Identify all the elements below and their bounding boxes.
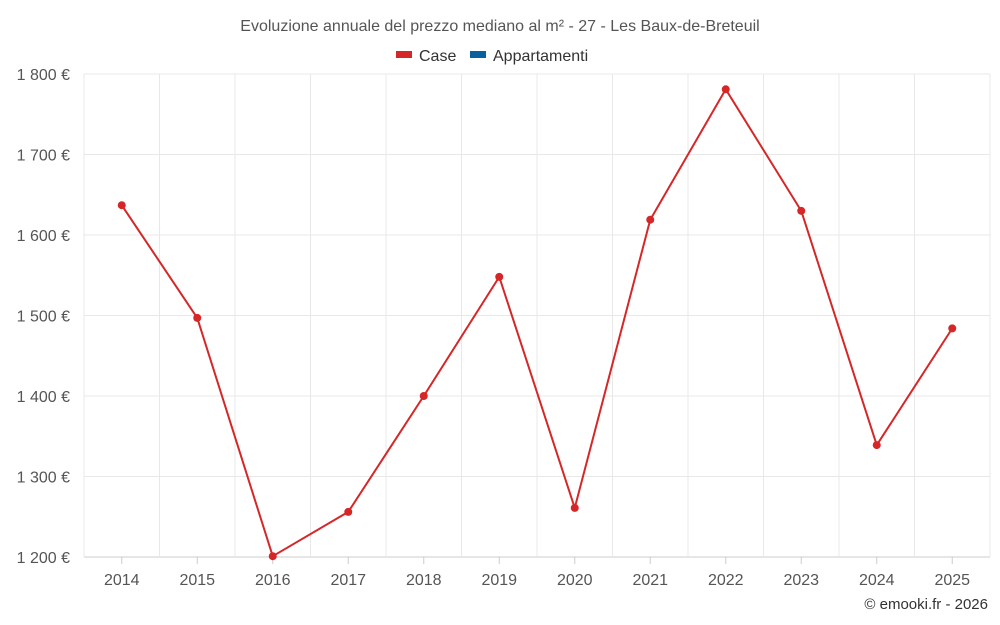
- credit-text: © emooki.fr - 2026: [864, 596, 988, 613]
- x-tick-label: 2015: [179, 572, 215, 589]
- data-point[interactable]: [872, 441, 881, 450]
- data-point[interactable]: [797, 206, 806, 215]
- data-point[interactable]: [495, 272, 504, 281]
- x-tick-label: 2021: [632, 572, 668, 589]
- data-point[interactable]: [646, 215, 655, 224]
- chart-title: Evoluzione annuale del prezzo mediano al…: [240, 18, 759, 35]
- y-tick-label: 1 700 €: [17, 148, 70, 165]
- legend-label-case: Case: [419, 48, 456, 65]
- data-point[interactable]: [570, 503, 579, 512]
- axes: 1 200 € 1 300 € 1 400 € 1 500 € 1 600 € 1 700…: [17, 67, 971, 589]
- data-point[interactable]: [419, 392, 428, 400]
- legend-swatch-case: [396, 51, 412, 58]
- series-line-case: [120, 88, 954, 558]
- x-tick-label: 2019: [481, 572, 517, 589]
- x-tick-label: 2024: [859, 572, 895, 589]
- legend-label-appartamenti: Appartamenti: [493, 48, 588, 65]
- legend: Case Appartamenti: [396, 48, 588, 65]
- y-tick-label: 1 300 €: [17, 470, 70, 487]
- x-tick-label: 2018: [406, 572, 442, 589]
- legend-item-case[interactable]: Case: [396, 48, 456, 65]
- data-point[interactable]: [268, 552, 277, 561]
- data-point[interactable]: [344, 507, 353, 516]
- x-tick-label: 2022: [708, 572, 744, 589]
- legend-swatch-appartamenti: [470, 51, 486, 58]
- data-point[interactable]: [721, 85, 730, 94]
- legend-item-appartamenti[interactable]: Appartamenti: [470, 48, 588, 65]
- y-tick-label: 1 200 €: [17, 550, 70, 567]
- x-tick-label: 2020: [557, 572, 593, 589]
- x-tick-label: 2016: [255, 572, 291, 589]
- data-point[interactable]: [948, 324, 957, 333]
- series: [117, 85, 957, 561]
- x-tick-label: 2025: [934, 572, 970, 589]
- grid: [83, 73, 991, 558]
- y-tick-label: 1 800 €: [17, 67, 70, 84]
- y-tick-label: 1 600 €: [17, 228, 70, 245]
- x-tick-label: 2014: [104, 572, 140, 589]
- data-point[interactable]: [193, 313, 202, 322]
- x-tick-label: 2017: [330, 572, 366, 589]
- x-tick-label: 2023: [783, 572, 819, 589]
- y-tick-label: 1 500 €: [17, 309, 70, 326]
- data-point[interactable]: [117, 201, 126, 210]
- y-tick-label: 1 400 €: [17, 389, 70, 406]
